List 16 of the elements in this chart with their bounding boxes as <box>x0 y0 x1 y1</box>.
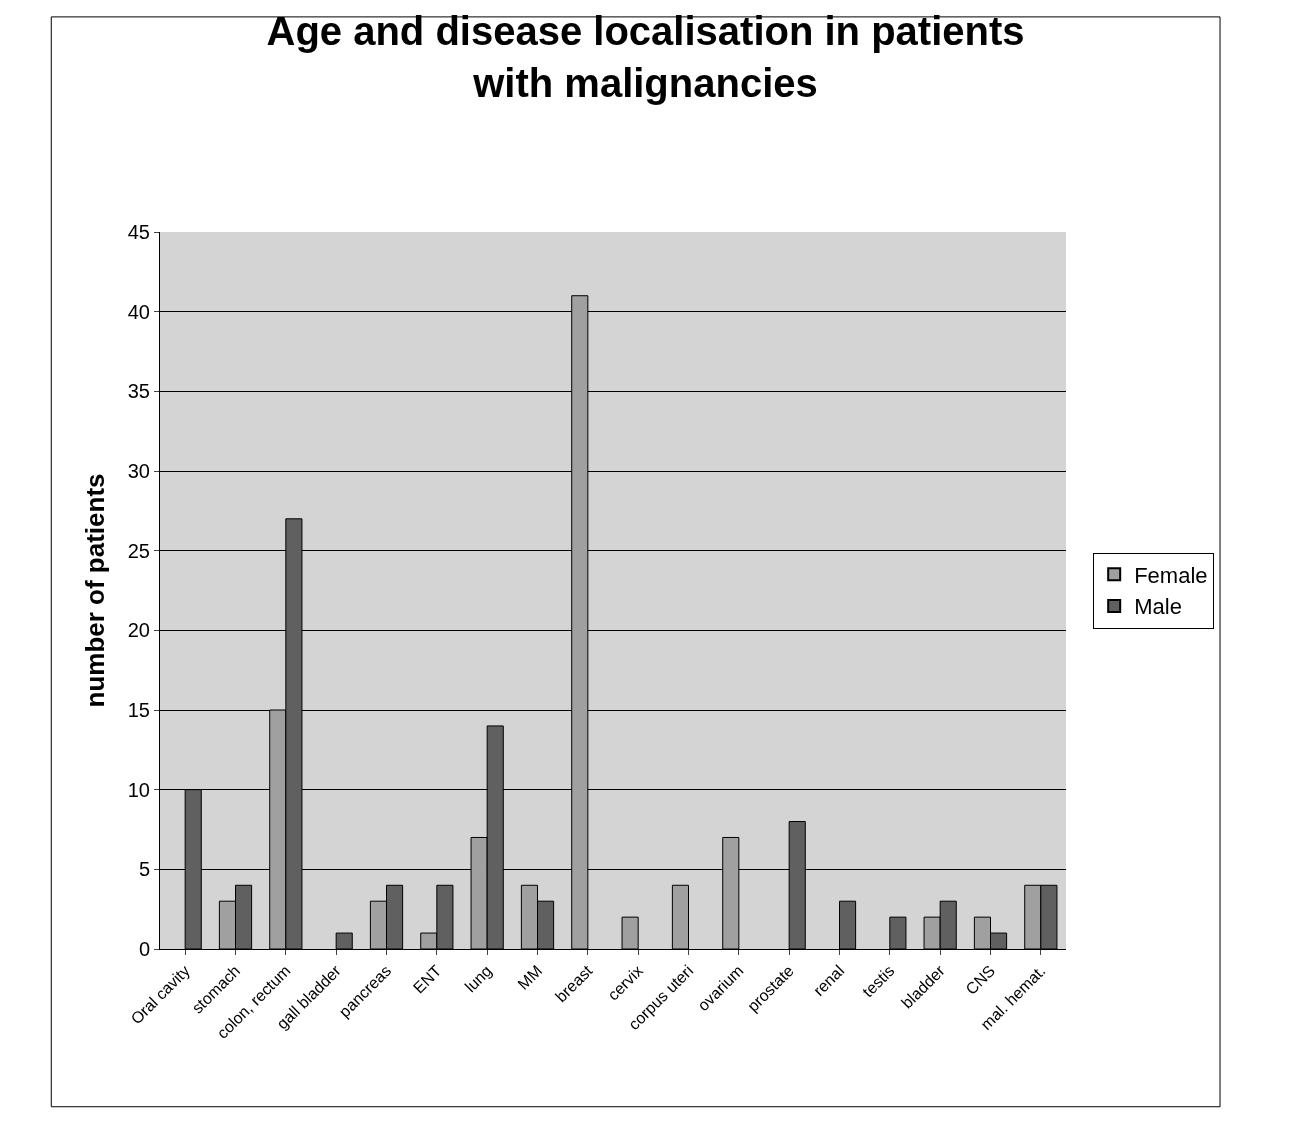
y-tick-label: 20 <box>127 619 150 642</box>
y-tick-label: 15 <box>127 699 150 721</box>
y-tick-label: 10 <box>127 778 150 801</box>
x-tick-label: MM <box>514 961 546 993</box>
legend-label: Female <box>1134 562 1208 588</box>
y-tick-label: 30 <box>127 460 150 482</box>
y-tick-label: 5 <box>138 858 150 881</box>
x-tick-label: lung <box>461 961 495 996</box>
y-tick-label: 45 <box>127 221 150 243</box>
y-tick-label: 40 <box>127 300 150 323</box>
y-tick-label: 25 <box>127 539 150 562</box>
y-tick-label: 0 <box>138 938 150 960</box>
y-tick-label: 35 <box>127 380 150 403</box>
legend-label: Male <box>1134 594 1182 620</box>
y-axis-title: number of patients <box>80 473 111 708</box>
chart-title: Age and disease localisation in patients with malignancies <box>266 8 1025 105</box>
